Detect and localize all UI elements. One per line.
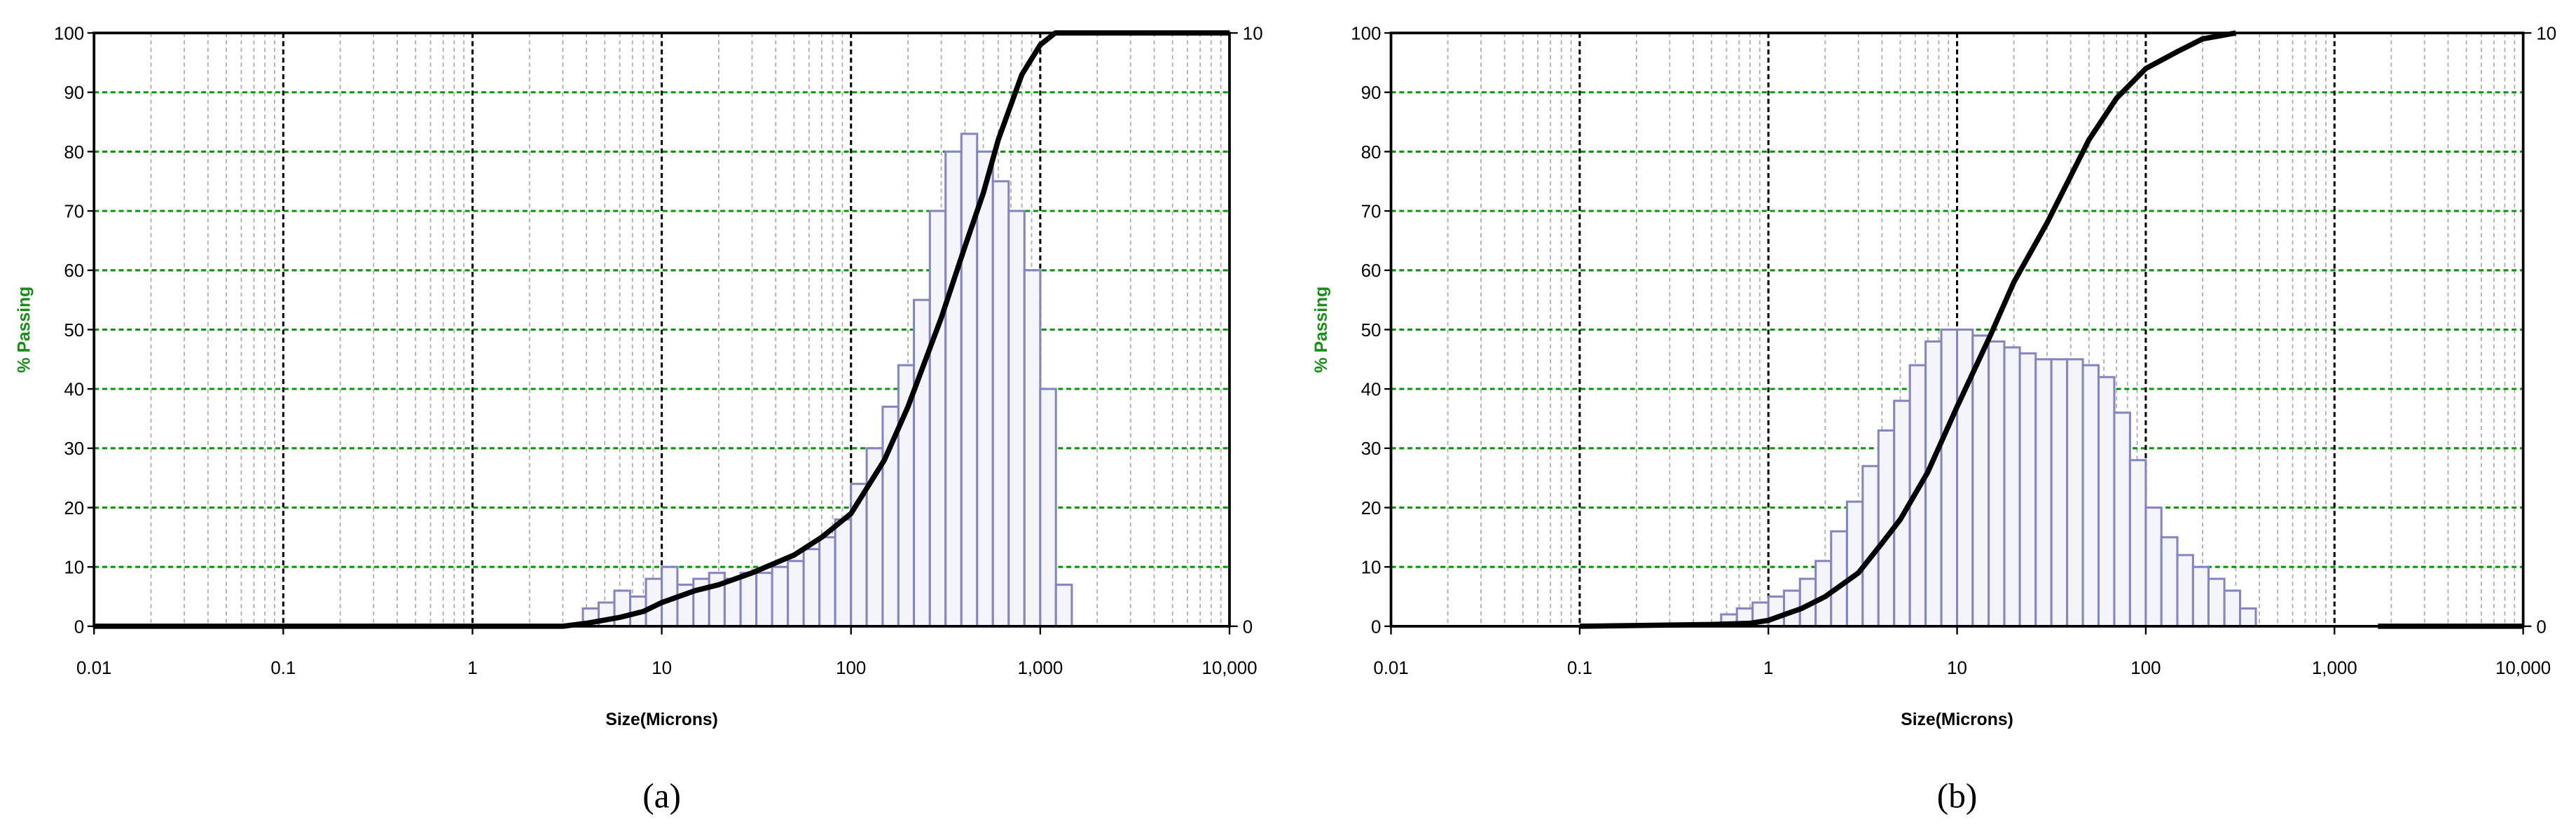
y-tick-label: 60 [1361, 261, 1382, 281]
y2-tick-label: 10 [2536, 24, 2556, 43]
x-tick-label: 1,000 [2312, 659, 2357, 678]
bar [1845, 500, 1864, 628]
x-tick-label: 0.1 [1567, 659, 1592, 678]
bar [1039, 387, 1057, 628]
x-tick-label: 10 [652, 659, 672, 678]
y-tick-label: 20 [1361, 499, 1382, 518]
bar [2003, 346, 2021, 628]
y-tick-label: 100 [54, 24, 84, 43]
plot-frame [92, 32, 1231, 628]
y-tick-label: 80 [64, 143, 84, 163]
x-tick-label: 100 [2130, 659, 2161, 678]
bar [1971, 334, 1990, 628]
bar [1054, 584, 1073, 628]
y-tick-label: 20 [64, 499, 84, 518]
bar [771, 565, 790, 628]
y-tick-label: 10 [1361, 558, 1382, 578]
bar [960, 132, 979, 628]
x-tick-label: 100 [836, 659, 866, 678]
bar [2050, 358, 2069, 628]
bar [755, 572, 773, 628]
y-tick-label: 90 [1361, 83, 1382, 103]
y-tick-label: 30 [1361, 439, 1382, 459]
bar [1988, 340, 2006, 628]
x-tick-label: 1 [467, 659, 477, 678]
x-tick-label: 10,000 [1201, 659, 1257, 678]
bar [1007, 209, 1026, 628]
y-tick-label: 40 [1361, 380, 1382, 400]
bar [2176, 553, 2194, 628]
bar [991, 180, 1010, 628]
bar [2223, 589, 2242, 628]
bar [802, 548, 821, 628]
bar [723, 577, 742, 628]
bar [2238, 607, 2257, 628]
bar [2144, 506, 2163, 628]
bar [1940, 328, 1959, 628]
bar [1861, 464, 1880, 628]
y-axis-title: % Passing [15, 287, 34, 373]
y2-tick-label: 0 [1243, 617, 1253, 637]
bar [2113, 411, 2131, 628]
y-tick-label: 50 [64, 321, 84, 340]
bar [1830, 530, 1848, 628]
x-tick-label: 1,000 [1018, 659, 1063, 678]
bar [928, 209, 947, 628]
bar [2191, 565, 2210, 628]
bar [2034, 358, 2053, 628]
y-tick-label: 70 [1361, 202, 1382, 222]
bar [834, 518, 853, 628]
y-tick-label: 40 [64, 380, 84, 400]
bar [1924, 340, 1943, 628]
y-tick-label: 100 [1351, 24, 1381, 43]
caption: (a) [642, 777, 681, 815]
x-tick-label: 10 [1947, 659, 1967, 678]
x-tick-label: 0.01 [76, 659, 111, 678]
plot-frame [1389, 32, 2525, 628]
bar [1023, 269, 1042, 628]
y-tick-label: 10 [64, 558, 84, 578]
x-tick-label: 0.1 [270, 659, 296, 678]
bar [818, 536, 836, 628]
bar [976, 150, 994, 628]
bar [787, 560, 805, 628]
bar [2207, 577, 2226, 628]
bar [739, 572, 758, 628]
y-tick-label: 0 [74, 617, 84, 637]
y-tick-label: 50 [1361, 321, 1382, 340]
bar [2066, 358, 2084, 628]
x-axis-title: Size(Microns) [605, 710, 718, 729]
bar [944, 150, 963, 628]
cumulative-line [94, 30, 1230, 629]
y-tick-label: 70 [64, 202, 84, 222]
bar [2097, 376, 2116, 628]
y-tick-label: 90 [64, 83, 84, 103]
y-tick-label: 0 [1371, 617, 1381, 637]
y-axis-title: % Passing [1312, 287, 1331, 373]
bar [2018, 352, 2037, 628]
y2-tick-label: 0 [2536, 617, 2546, 637]
x-axis-title: Size(Microns) [1901, 710, 2013, 729]
caption: (b) [1937, 777, 1978, 815]
bar [613, 589, 632, 628]
x-tick-label: 10,000 [2495, 659, 2551, 678]
bar [2128, 459, 2147, 628]
y-tick-label: 30 [64, 439, 84, 459]
y2-tick-label: 10 [1243, 24, 1263, 43]
x-tick-label: 0.01 [1373, 659, 1408, 678]
bar [2081, 364, 2100, 628]
bar [2160, 536, 2179, 628]
y-tick-label: 60 [64, 261, 84, 281]
y-tick-label: 80 [1361, 143, 1382, 163]
x-tick-label: 1 [1763, 659, 1773, 678]
